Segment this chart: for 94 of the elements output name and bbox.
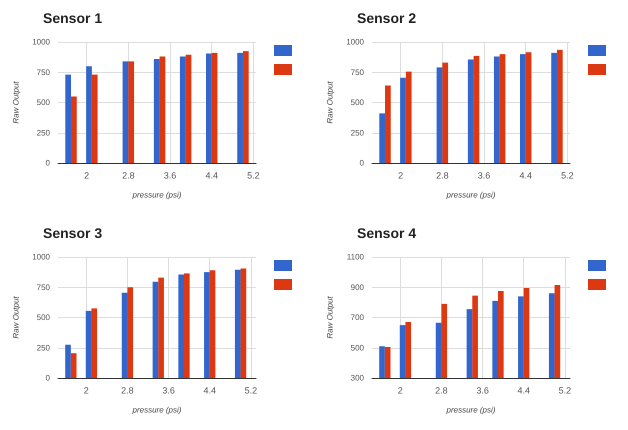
y-axis-title: Raw Output (12, 80, 20, 124)
bar (92, 74, 98, 163)
y-axis-title: Raw Output (326, 80, 334, 124)
bar (494, 56, 500, 163)
bar (204, 272, 210, 378)
x-tick-label: 2 (84, 386, 89, 396)
x-axis-title: pressure (psi) (132, 406, 182, 414)
bar (206, 53, 212, 163)
bar (160, 56, 166, 163)
chart-title: Sensor 4 (357, 225, 416, 241)
x-tick-label: 4.4 (517, 386, 530, 396)
y-tick-label: 0 (360, 158, 365, 168)
y-tick-label: 1000 (32, 252, 51, 262)
x-tick-label: 3.6 (164, 170, 176, 180)
x-axis-title: pressure (psi) (446, 406, 496, 414)
x-axis-title: pressure (psi) (132, 190, 182, 200)
x-tick-label: 3.6 (162, 386, 175, 396)
x-tick-label: 3.6 (478, 170, 490, 180)
bar (152, 282, 158, 378)
bar (500, 54, 506, 163)
bar (526, 52, 532, 163)
x-tick-label: 4.4 (205, 170, 218, 180)
bar (122, 292, 128, 378)
bar (71, 96, 77, 163)
bar (242, 51, 249, 163)
y-tick-label: 300 (350, 374, 365, 382)
y-tick-label: 750 (36, 68, 51, 77)
y-tick-label: 1000 (346, 38, 365, 46)
x-tick-label: 2.8 (435, 386, 448, 396)
y-tick-label: 500 (350, 343, 365, 352)
bar (468, 60, 474, 163)
y-tick-label: 700 (350, 313, 365, 322)
x-tick-label: 5.2 (561, 170, 574, 180)
y-tick-label: 250 (36, 343, 51, 352)
bar (240, 268, 246, 378)
bar (122, 61, 128, 163)
bar (65, 344, 71, 378)
bar (551, 52, 557, 163)
bar (91, 308, 98, 378)
bar (474, 56, 480, 163)
bar (520, 54, 526, 163)
bar (400, 78, 406, 163)
y-tick-label: 250 (36, 128, 51, 138)
y-tick-label: 500 (36, 313, 51, 322)
y-tick-label: 500 (350, 98, 365, 107)
bar (436, 67, 442, 163)
y-tick-label: 1100 (346, 252, 365, 262)
bar (127, 287, 134, 378)
bar (178, 274, 184, 378)
x-tick-label: 5.2 (244, 386, 258, 396)
bar (212, 52, 218, 163)
bar (385, 86, 391, 163)
bar (556, 50, 563, 163)
bar (86, 310, 92, 378)
bar (379, 113, 386, 163)
x-tick-label: 2 (84, 170, 90, 180)
x-tick-label: 5.2 (247, 170, 260, 180)
x-tick-label: 2.8 (122, 170, 135, 180)
y-axis-title: Raw Output (326, 296, 334, 339)
x-tick-label: 2 (398, 170, 404, 180)
y-tick-label: 750 (350, 68, 365, 77)
y-tick-label: 0 (46, 374, 51, 382)
bar (154, 58, 160, 163)
chart-title: Sensor 2 (357, 10, 416, 26)
y-tick-label: 750 (36, 282, 51, 292)
x-tick-label: 2.8 (121, 386, 134, 396)
bar (210, 270, 216, 378)
y-tick-label: 1000 (32, 38, 51, 46)
bar (234, 270, 241, 378)
bar (65, 74, 72, 163)
bar (406, 72, 412, 163)
bar (237, 52, 243, 163)
bar (158, 278, 164, 378)
y-tick-label: 500 (36, 98, 51, 107)
x-tick-label: 4.4 (203, 386, 216, 396)
y-tick-label: 250 (350, 128, 365, 138)
chart-title: Sensor 3 (43, 225, 102, 241)
bar (186, 54, 192, 163)
bar (70, 353, 77, 378)
y-axis-title: Raw Output (12, 296, 20, 339)
x-axis-title: pressure (psi) (446, 190, 496, 200)
x-tick-label: 3.6 (476, 386, 489, 396)
y-tick-label: 900 (350, 282, 365, 292)
x-tick-label: 2.8 (436, 170, 449, 180)
bar (128, 61, 134, 163)
x-tick-label: 2 (398, 386, 403, 396)
bar (184, 273, 190, 378)
chart-title: Sensor 1 (43, 10, 102, 26)
x-tick-label: 4.4 (519, 170, 532, 180)
y-tick-label: 0 (46, 158, 51, 168)
bar (442, 62, 448, 163)
x-tick-label: 5.2 (558, 386, 572, 396)
bar (180, 56, 186, 163)
bar (86, 66, 92, 163)
